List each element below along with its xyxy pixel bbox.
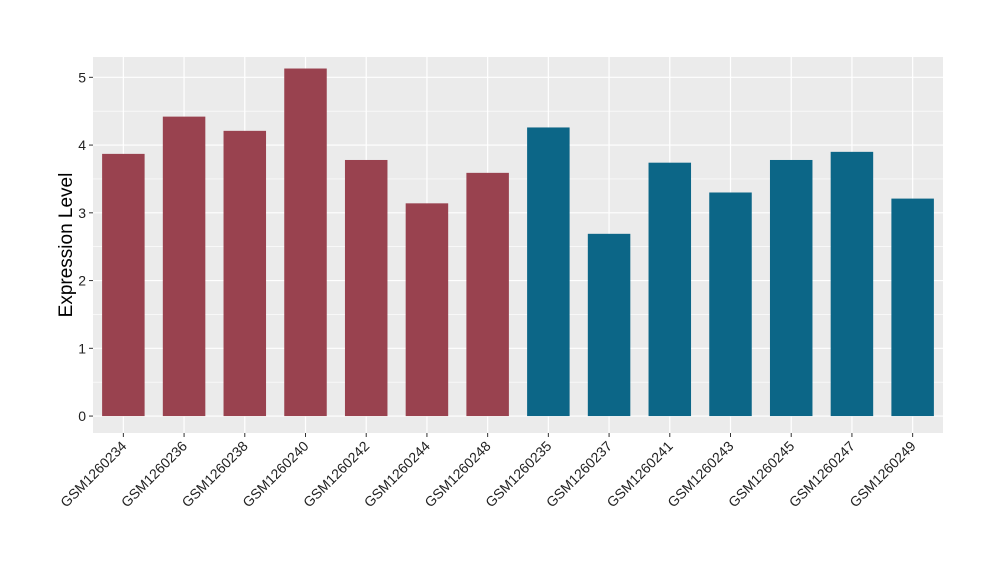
bar-gsm1260235 xyxy=(527,127,570,417)
bar-gsm1260247 xyxy=(830,151,874,417)
y-tick-label: 0 xyxy=(78,408,86,424)
bar-gsm1260245 xyxy=(769,159,813,417)
y-tick-label: 3 xyxy=(78,205,86,221)
bar-gsm1260243 xyxy=(709,192,752,417)
bar-gsm1260244 xyxy=(405,203,449,417)
bar-gsm1260240 xyxy=(284,68,327,417)
bar-gsm1260234 xyxy=(102,153,145,417)
y-tick-label: 1 xyxy=(78,340,86,356)
plot-panel xyxy=(93,57,943,433)
bars xyxy=(102,68,934,417)
y-axis-title: Expression Level xyxy=(56,173,77,318)
y-tick-label: 2 xyxy=(78,273,86,289)
bar-gsm1260242 xyxy=(344,159,388,417)
x-axis: GSM1260234GSM1260236GSM1260238GSM1260240… xyxy=(57,433,919,510)
bar-gsm1260248 xyxy=(466,172,509,417)
bar-gsm1260236 xyxy=(162,116,206,417)
y-axis: 0 1 2 3 4 5 xyxy=(78,69,93,424)
y-tick-label: 5 xyxy=(78,69,86,85)
bar-gsm1260241 xyxy=(648,162,692,417)
y-tick-label: 4 xyxy=(78,137,86,153)
bar-gsm1260237 xyxy=(587,233,631,417)
bar-gsm1260238 xyxy=(223,130,267,417)
bar-gsm1260249 xyxy=(891,198,934,417)
